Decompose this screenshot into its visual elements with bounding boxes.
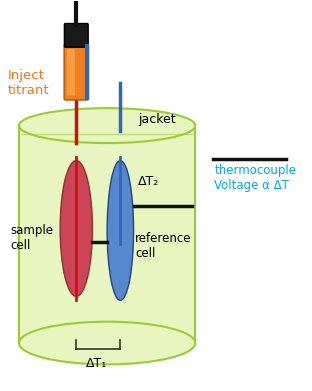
Text: ΔT₁: ΔT₁: [86, 357, 107, 369]
Ellipse shape: [19, 322, 195, 364]
Ellipse shape: [60, 161, 92, 296]
Text: reference
cell: reference cell: [135, 232, 192, 260]
Text: sample
cell: sample cell: [10, 224, 53, 252]
Ellipse shape: [107, 161, 134, 300]
FancyBboxPatch shape: [67, 49, 75, 95]
FancyBboxPatch shape: [64, 23, 88, 47]
FancyBboxPatch shape: [64, 45, 89, 100]
Polygon shape: [19, 126, 195, 343]
Text: Inject
titrant: Inject titrant: [7, 69, 49, 97]
Ellipse shape: [19, 108, 195, 143]
Text: ΔT₂: ΔT₂: [138, 176, 159, 188]
Text: thermocouple
Voltage α ΔT: thermocouple Voltage α ΔT: [214, 164, 296, 192]
Text: jacket: jacket: [138, 113, 176, 126]
